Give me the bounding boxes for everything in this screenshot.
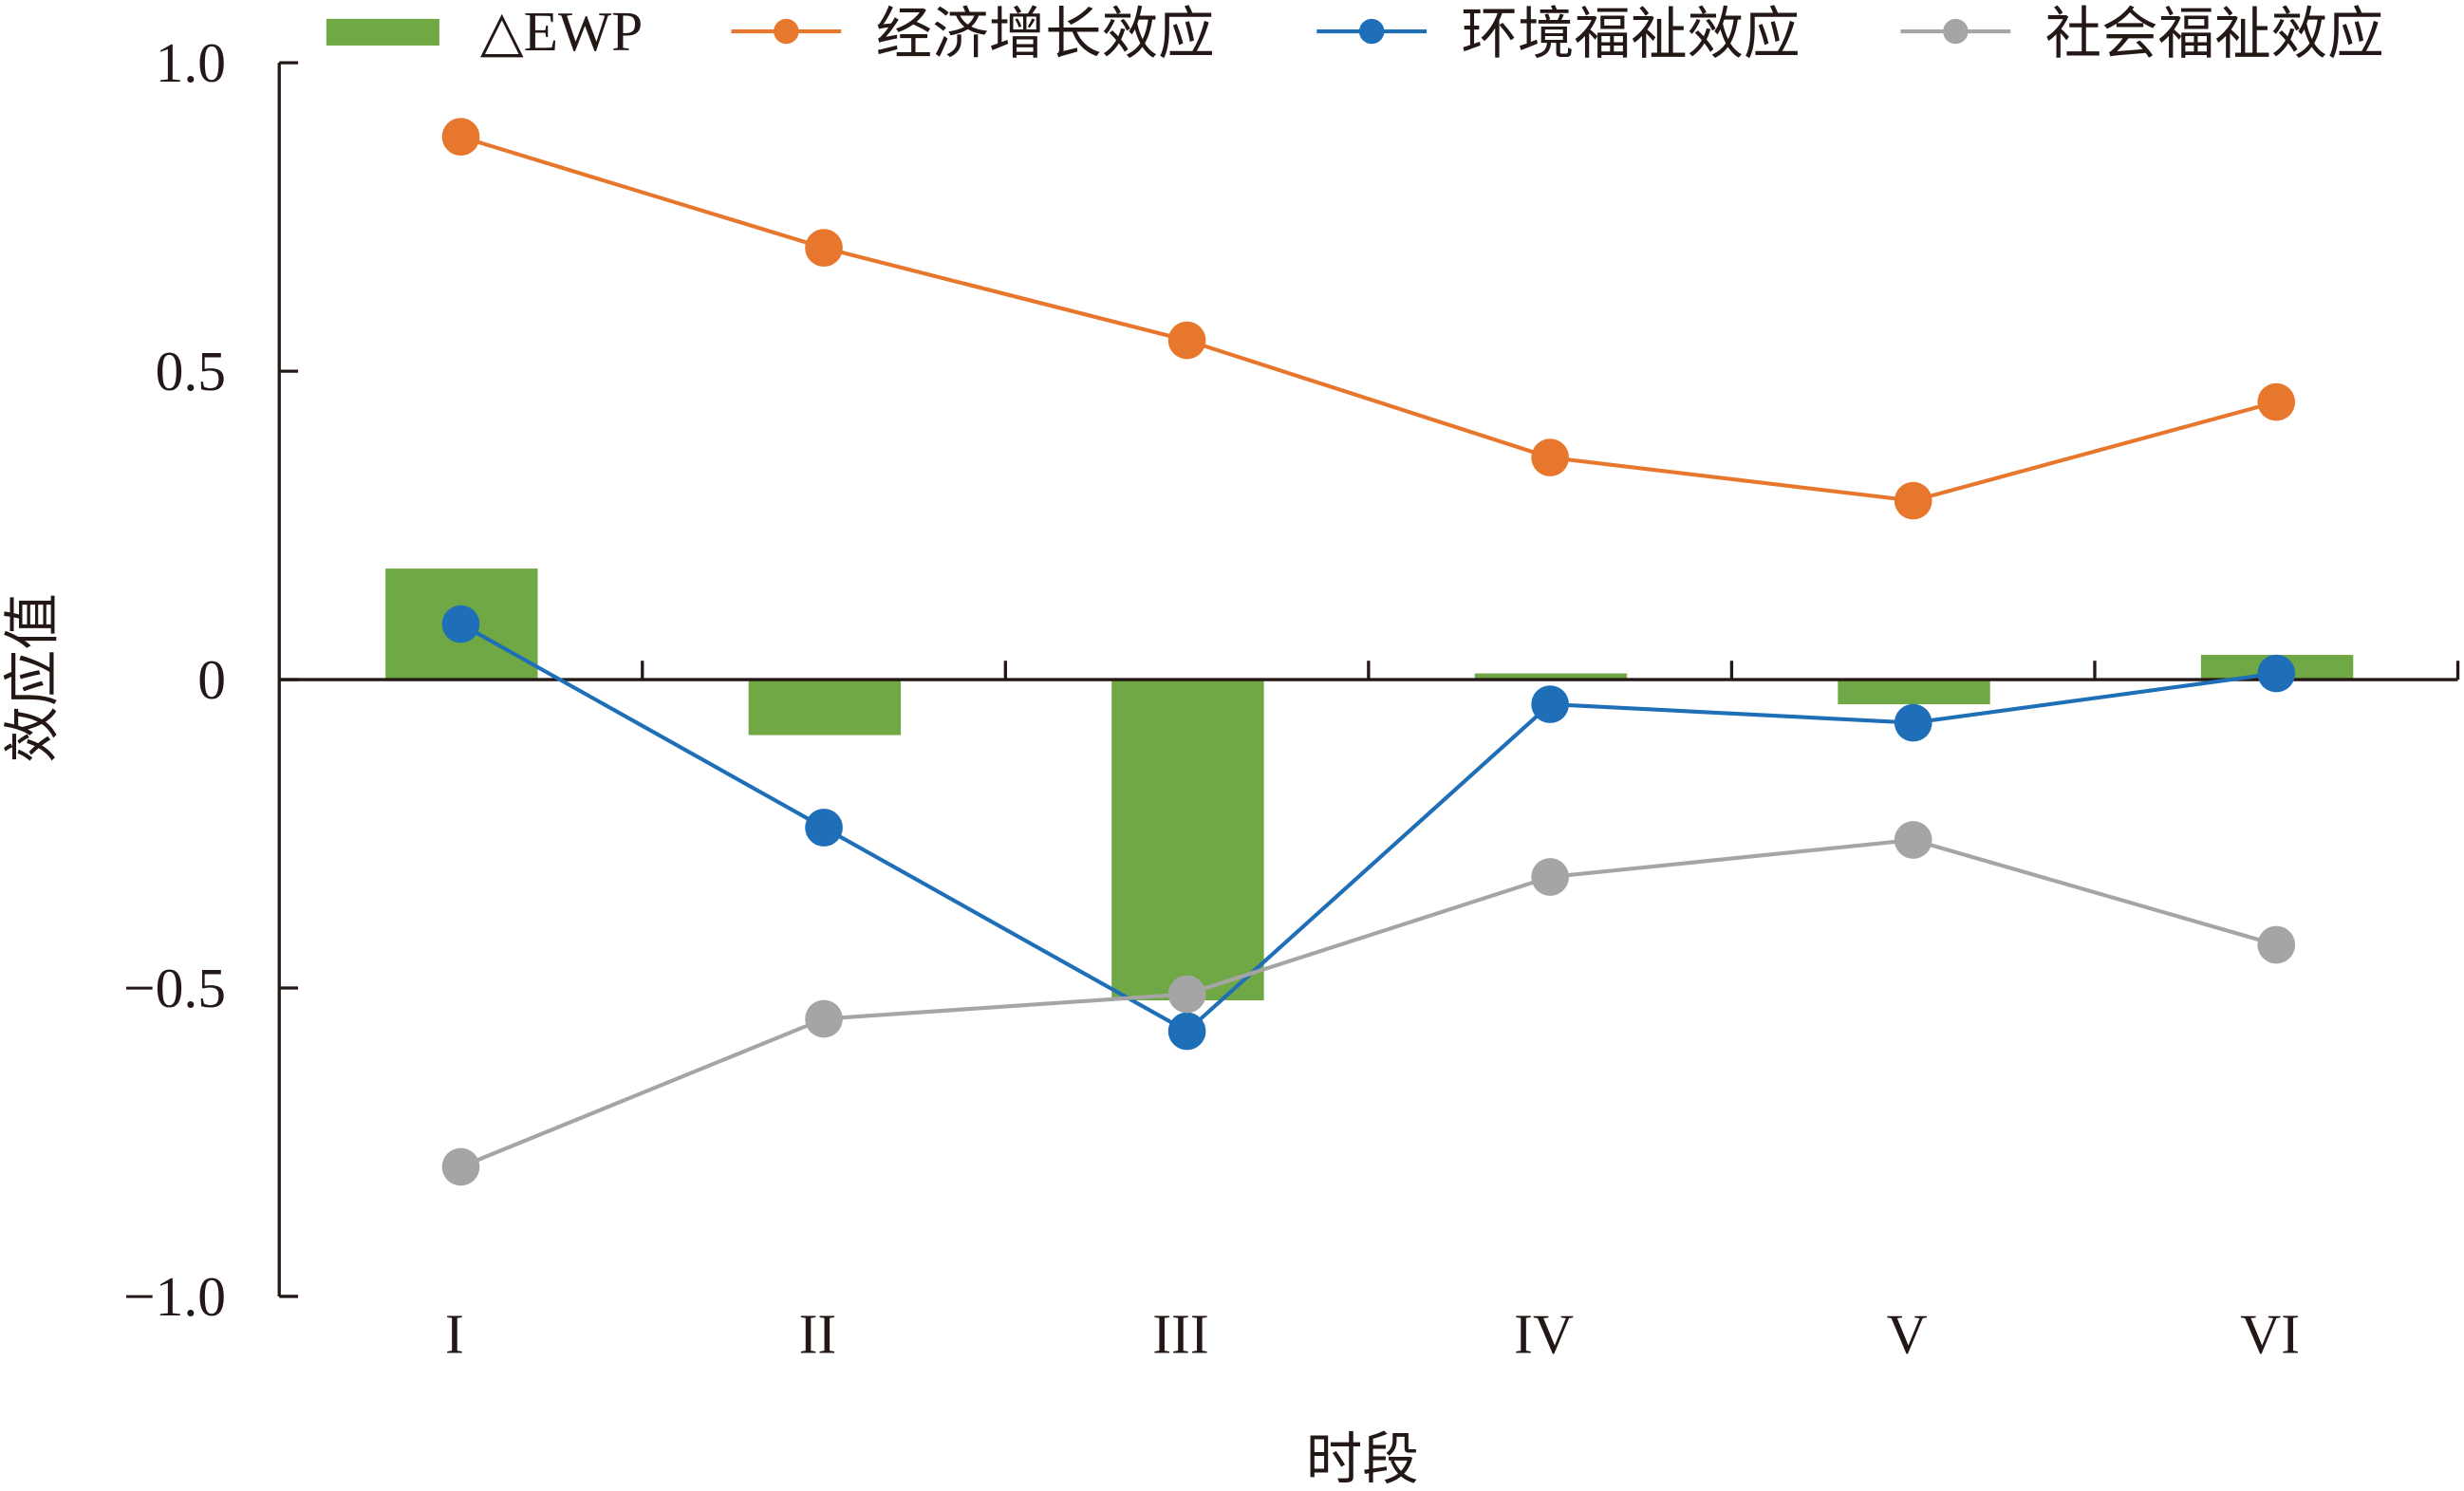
series-line — [459, 622, 2277, 1034]
y-tick-label: 0.5 — [156, 340, 226, 402]
series-经济增长效应 — [441, 118, 2296, 520]
x-axis-label: 时段 — [1306, 1428, 1419, 1491]
data-point — [1531, 438, 1569, 476]
legend-label: 经济增长效应 — [876, 3, 1215, 65]
x-tick-label: I — [445, 1302, 464, 1365]
bar — [1474, 673, 1628, 680]
legend-marker — [1943, 18, 1969, 45]
data-point — [805, 999, 843, 1038]
y-axis-label: 效应值 — [1, 593, 64, 763]
data-point — [441, 605, 480, 643]
legend-label: 社会福祉效应 — [2045, 3, 2384, 65]
lines-group — [441, 118, 2296, 1186]
x-tick-label: II — [799, 1302, 837, 1365]
data-point — [1167, 975, 1206, 1014]
data-point — [805, 229, 843, 267]
series-line — [459, 135, 2277, 503]
x-tick-label: IV — [1514, 1302, 1574, 1365]
legend-swatch-bar — [326, 18, 439, 46]
series-环境福祉效应 — [441, 605, 2296, 1051]
legend-label: △EWP — [480, 0, 643, 63]
x-tick-label: III — [1152, 1302, 1208, 1365]
y-tick-label: 1.0 — [156, 31, 226, 94]
bar — [1838, 680, 1990, 705]
data-point — [2257, 382, 2296, 421]
data-point — [1894, 703, 1932, 742]
axes: 1.00.50−0.5−1.0I II III IV V VI — [123, 31, 2460, 1365]
legend-marker — [774, 18, 799, 45]
data-point — [441, 1147, 480, 1186]
data-point — [2257, 654, 2296, 693]
data-point — [1167, 1012, 1206, 1051]
legend-marker — [1358, 18, 1385, 45]
y-tick-label: −1.0 — [123, 1265, 226, 1328]
y-tick-label: 0 — [197, 648, 226, 711]
bar — [1111, 680, 1264, 1000]
series-line — [459, 837, 2277, 1169]
series-社会福祉效应 — [441, 821, 2296, 1186]
x-tick-label: V — [1887, 1302, 1928, 1365]
data-point — [441, 118, 480, 156]
y-tick-label: −0.5 — [123, 957, 226, 1019]
data-point — [805, 809, 843, 847]
legend: △EWP 经济增长效应 环境福祉效应 社会福祉效应 — [326, 0, 2384, 65]
legend-label: 环境福祉效应 — [1461, 3, 1800, 65]
data-point — [2257, 925, 2296, 964]
bar — [748, 680, 902, 736]
data-point — [1894, 481, 1932, 520]
x-tick-label: VI — [2240, 1302, 2300, 1365]
data-point — [1894, 821, 1932, 859]
data-point — [1167, 321, 1206, 360]
data-point — [1531, 685, 1569, 723]
data-point — [1531, 858, 1569, 896]
